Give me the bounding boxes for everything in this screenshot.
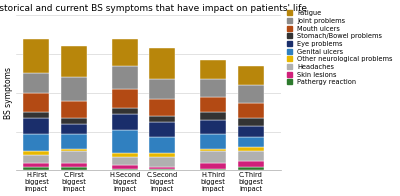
Bar [149,157,175,167]
Bar [238,151,264,161]
Bar [112,89,138,108]
Bar [238,103,264,118]
Bar [149,169,175,171]
Bar [24,39,49,74]
Bar [61,149,87,151]
Bar [238,147,264,151]
Bar [149,167,175,169]
Bar [61,46,87,77]
Bar [24,93,49,112]
Bar [149,153,175,157]
Bar [238,118,264,126]
Bar [149,79,175,99]
Bar [61,163,87,167]
Bar [149,99,175,116]
Bar [149,122,175,137]
Bar [112,114,138,130]
Bar [200,120,226,134]
Bar [200,97,226,112]
Bar [238,167,264,171]
Bar [61,151,87,163]
Bar [200,151,226,163]
Bar [238,161,264,167]
Bar [24,163,49,167]
Bar [24,134,49,151]
Bar [24,118,49,134]
Bar [200,79,226,97]
Bar [112,165,138,169]
Title: Historical and current BS symptoms that have impact on patients' life: Historical and current BS symptoms that … [0,4,307,13]
Bar [24,74,49,93]
Bar [112,169,138,171]
Bar [112,130,138,153]
Bar [238,66,264,85]
Bar [61,77,87,101]
Bar [238,137,264,147]
Bar [24,112,49,118]
Bar [61,101,87,118]
Bar [200,149,226,151]
Bar [149,48,175,79]
Bar [24,155,49,163]
Bar [24,167,49,171]
Bar [112,66,138,89]
Y-axis label: BS symptoms: BS symptoms [4,67,13,119]
Bar [61,134,87,149]
Bar [24,151,49,155]
Bar [238,85,264,103]
Bar [112,153,138,157]
Bar [200,163,226,169]
Bar [61,118,87,124]
Bar [238,126,264,137]
Legend: Fatigue, Joint problems, Mouth ulcers, Stomach/Bowel problems, Eye problems, Gen: Fatigue, Joint problems, Mouth ulcers, S… [284,8,395,88]
Bar [112,157,138,165]
Bar [112,108,138,114]
Bar [149,137,175,153]
Bar [61,167,87,171]
Bar [61,124,87,134]
Bar [112,39,138,66]
Bar [200,169,226,171]
Bar [200,112,226,120]
Bar [200,60,226,79]
Bar [200,134,226,149]
Bar [149,116,175,122]
